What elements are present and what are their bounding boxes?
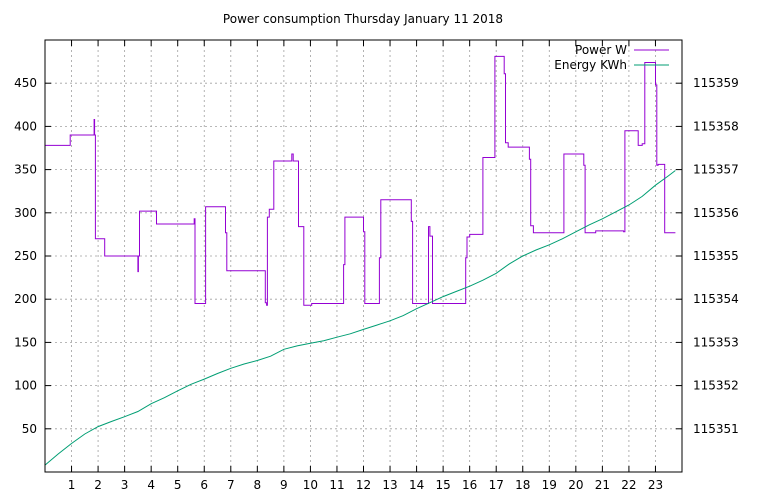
x-tick-label: 22	[621, 478, 636, 492]
y-tick-label: 250	[14, 249, 37, 263]
x-tick-label: 21	[595, 478, 610, 492]
y2-tick-label: 115353	[693, 335, 739, 349]
y2-tick-label: 115352	[693, 379, 739, 393]
y-tick-label: 150	[14, 335, 37, 349]
x-tick-label: 19	[542, 478, 557, 492]
series-layer	[44, 55, 676, 466]
y2-tick-label: 115356	[693, 206, 739, 220]
x-tick-label: 23	[648, 478, 663, 492]
x-tick-label: 10	[303, 478, 318, 492]
y2-tick-label: 115354	[693, 292, 739, 306]
series-line-energy-kwh	[44, 170, 676, 466]
axis-ticks: 1 2 3 4 5 6 7 8 9 10 11 12 13 14 15 16 17 18 19 20 21 22 23501…	[14, 40, 739, 492]
x-tick-label: 9	[280, 478, 288, 492]
x-tick-label: 1	[68, 478, 76, 492]
x-tick-label: 4	[147, 478, 155, 492]
x-tick-label: 16	[462, 478, 477, 492]
y-tick-label: 400	[14, 119, 37, 133]
legend-label: Power W	[575, 43, 627, 57]
x-tick-label: 12	[356, 478, 371, 492]
y-tick-label: 450	[14, 76, 37, 90]
series-line-power-w	[45, 55, 676, 306]
x-tick-label: 7	[227, 478, 235, 492]
x-tick-label: 6	[200, 478, 208, 492]
x-tick-label: 14	[409, 478, 424, 492]
plot-frame	[44, 39, 683, 473]
x-tick-label: 8	[254, 478, 262, 492]
y2-tick-label: 115359	[693, 76, 739, 90]
y-tick-label: 100	[14, 379, 37, 393]
y2-tick-label: 115357	[693, 163, 739, 177]
x-tick-label: 13	[382, 478, 397, 492]
x-tick-label: 11	[329, 478, 344, 492]
y2-tick-label: 115355	[693, 249, 739, 263]
x-tick-label: 15	[435, 478, 450, 492]
legend-label: Energy KWh	[554, 58, 627, 72]
y2-tick-label: 115351	[693, 422, 739, 436]
x-tick-label: 2	[94, 478, 102, 492]
grid-lines	[45, 40, 682, 472]
y-tick-label: 350	[14, 163, 37, 177]
x-tick-label: 17	[489, 478, 504, 492]
y-tick-label: 50	[22, 422, 37, 436]
y2-tick-label: 115358	[693, 119, 739, 133]
x-tick-label: 5	[174, 478, 182, 492]
x-tick-label: 18	[515, 478, 530, 492]
chart-title: Power consumption Thursday January 11 20…	[223, 12, 503, 26]
y-tick-label: 200	[14, 292, 37, 306]
y-tick-label: 300	[14, 206, 37, 220]
x-tick-label: 20	[568, 478, 583, 492]
x-tick-label: 3	[121, 478, 129, 492]
